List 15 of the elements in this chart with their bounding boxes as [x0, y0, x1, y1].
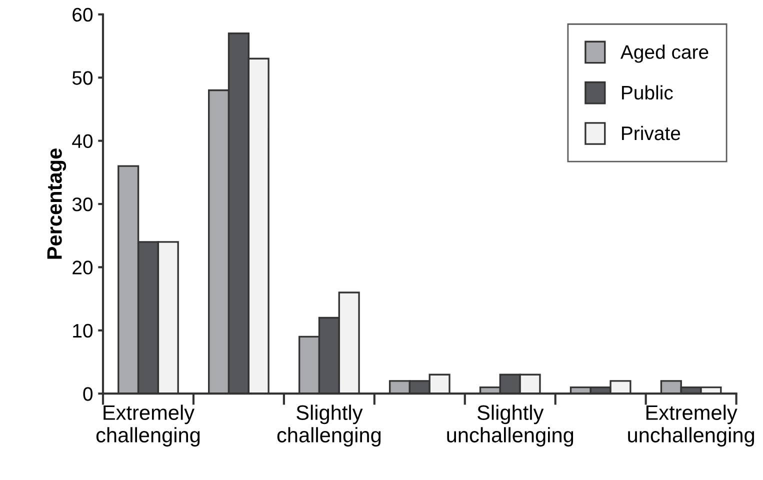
x-tick-label: Extremely challenging	[96, 404, 200, 447]
x-tick-label: Slightly unchallenging	[447, 404, 574, 447]
y-tick-label: 10	[73, 324, 93, 338]
y-tick-label: 0	[83, 387, 93, 401]
y-tick-label: 60	[72, 8, 93, 22]
y-axis-title: Percentage	[47, 148, 66, 259]
y-tick-label: 20	[72, 260, 93, 274]
legend-label: Public	[622, 85, 673, 100]
y-tick-label: 50	[72, 71, 93, 85]
y-tick-label: 40	[72, 134, 93, 148]
x-tick-label: Slightly challenging	[277, 404, 381, 447]
legend-label: Private	[622, 126, 680, 140]
y-tick-label: 30	[72, 197, 93, 212]
x-tick-label: Extremely unchallenging	[628, 404, 754, 447]
legend-label: Aged care	[620, 44, 708, 63]
